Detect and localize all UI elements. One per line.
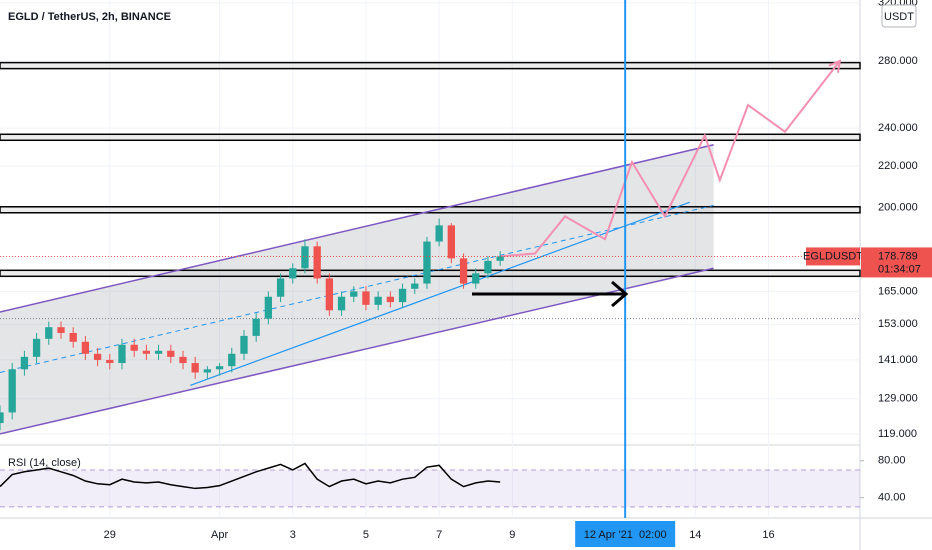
candle-body [81,341,90,354]
level-band [0,133,861,142]
y-tick-label: 220.000 [878,160,918,172]
candle-body [484,260,492,274]
rsi-tick-label: 40.00 [878,492,906,504]
candle-body [325,278,334,311]
crosshair-label: 12 Apr '21 02:00 [584,529,667,541]
x-tick-label: 3 [290,529,296,541]
x-tick-label: 16 [762,529,774,541]
channel-line [0,144,714,313]
candle-body [337,296,346,311]
rsi-tick-label: 80.00 [878,455,906,467]
candle-body [191,363,199,373]
rsi-line [0,462,501,490]
x-tick-label: 14 [689,529,701,541]
projection-arrow-head [828,59,842,73]
candle-body [240,335,248,354]
x-tick-label: 5 [363,529,369,541]
candle-body [362,291,370,305]
symbol-label: EGLDUSDT [803,250,863,262]
candle-body [435,225,443,242]
channel-line [0,267,714,435]
candle-body [142,350,151,354]
currency: USDT [884,11,914,23]
candle-body [386,296,395,303]
symbol-tag [806,247,860,266]
y-tick-label: 200.000 [878,201,918,213]
level-band [0,61,861,70]
candle-body [118,344,126,364]
candle-body [398,288,407,303]
candle-body [350,291,358,297]
x-tick-label: 9 [509,529,515,541]
candle-body [472,273,480,284]
rsi-band [0,469,860,507]
candle-body [313,246,321,279]
y-tick-label: 280.000 [878,55,918,67]
x-tick-label: 7 [436,529,442,541]
candle-body [179,356,187,364]
level-band [0,206,861,214]
candle-body [423,241,431,284]
channel-fill [0,144,714,434]
candle-body [203,369,212,373]
countdown: 01:34:07 [878,263,921,275]
candle-body [167,350,175,357]
candle-body [106,359,114,364]
candle-body [276,278,285,297]
candle-body [57,327,65,333]
price-label: 178.789 [878,250,918,262]
candle-body [264,296,273,319]
arrow-head [611,280,629,308]
candle-body [45,327,53,339]
x-tick-label: Apr [211,529,228,541]
y-tick-label: 240.000 [878,122,918,134]
candle-body [447,225,455,259]
candle-body [154,350,163,354]
candle-body [228,353,236,367]
candle-body [69,332,77,342]
candle-body [289,268,297,279]
candle-body [252,318,260,336]
projection [499,60,841,258]
candle-body [411,283,419,289]
candle-body [20,356,29,370]
candle-body [0,412,4,424]
y-tick-label: 119.000 [878,428,917,440]
candle-body [93,353,102,360]
candle-body [8,369,16,413]
y-tick-label: 141.000 [878,354,918,366]
y-tick-label: 129.000 [878,393,918,405]
candle-body [130,344,138,351]
currency-tag[interactable] [881,4,917,28]
candle-body [301,246,309,269]
y-tick-label: 320.000 [878,0,918,9]
candle-body [32,338,41,357]
candle-body [496,256,504,261]
candle-body [215,366,224,370]
price-tag [861,247,932,278]
x-tick-label: 29 [104,529,116,541]
y-tick-label: 153.000 [878,318,918,330]
y-tick-label: 165.000 [878,285,918,297]
candle-body [374,296,382,305]
rsi-name: RSI (14, close) [8,457,81,469]
candle-body [459,258,468,284]
chart-title: EGLD / TetherUS, 2h, BINANCE [8,11,171,23]
crosshair-tag [575,521,676,547]
